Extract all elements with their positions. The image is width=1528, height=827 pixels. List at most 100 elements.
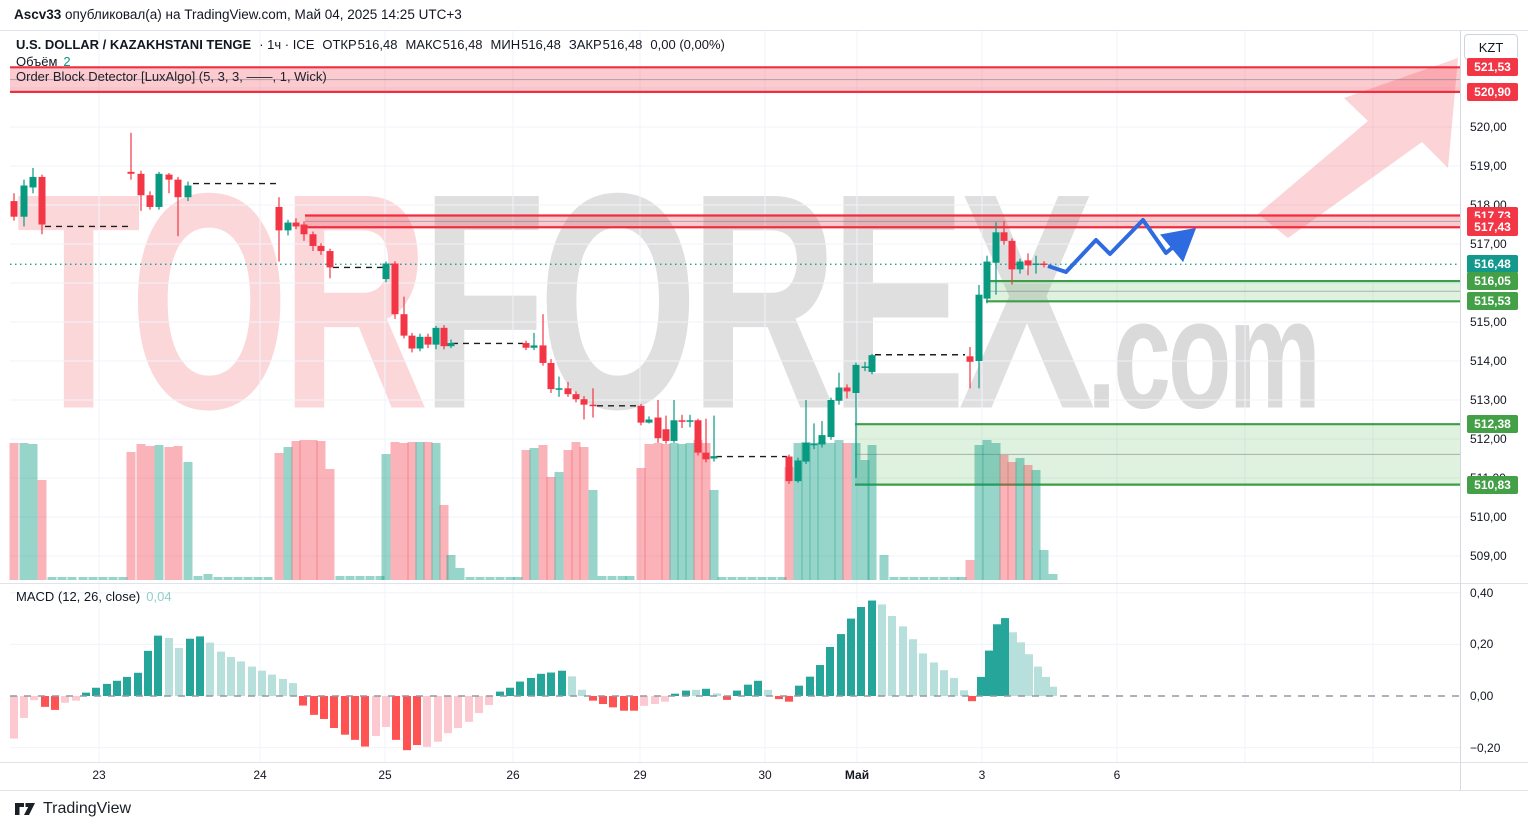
candle-body[interactable]: [975, 294, 983, 361]
candle-body[interactable]: [810, 443, 818, 446]
candle-body[interactable]: [662, 429, 670, 441]
candle-body[interactable]: [408, 335, 416, 349]
macd-histogram-bar: [764, 689, 772, 696]
candle-body[interactable]: [694, 420, 702, 453]
candle-body[interactable]: [424, 336, 432, 345]
candle-body[interactable]: [827, 400, 835, 438]
candle-body[interactable]: [174, 179, 182, 198]
symbol-legend[interactable]: U.S. DOLLAR / KAZAKHSTANI TENGE · 1ч · I…: [16, 37, 725, 52]
candle-body[interactable]: [654, 417, 662, 439]
candle-body[interactable]: [702, 452, 710, 460]
ohlc-field: ОТКР516,48: [322, 37, 398, 52]
candle-body[interactable]: [852, 364, 860, 393]
volume-bar: [274, 453, 284, 580]
candle-body[interactable]: [440, 327, 448, 347]
candle-body[interactable]: [868, 355, 876, 372]
candle-body[interactable]: [564, 388, 572, 395]
candle-body[interactable]: [447, 343, 455, 347]
volume-bar: [390, 442, 400, 580]
candle-body[interactable]: [317, 245, 325, 252]
candle-body[interactable]: [983, 261, 991, 299]
price-level-badge: 520,90: [1467, 82, 1518, 101]
currency-button[interactable]: KZT: [1464, 34, 1518, 60]
candle-body[interactable]: [284, 222, 292, 231]
tradingview-logo[interactable]: TradingView: [14, 800, 131, 818]
candle-body[interactable]: [326, 251, 334, 268]
candle-body[interactable]: [1040, 263, 1048, 266]
symbol-meta: · 1ч · ICE: [259, 37, 315, 52]
candle-body[interactable]: [580, 399, 588, 405]
candle-body[interactable]: [10, 201, 18, 217]
candle-body[interactable]: [802, 442, 810, 462]
candle-body[interactable]: [637, 405, 645, 423]
orderblock-indicator-legend[interactable]: Order Block Detector [LuxAlgo] (5, 3, 3,…: [16, 69, 327, 84]
macd-histogram-bar: [1001, 618, 1009, 696]
candle-body[interactable]: [530, 345, 538, 348]
macd-histogram-bar: [682, 690, 690, 696]
candle-body[interactable]: [1032, 263, 1040, 266]
candle-body[interactable]: [966, 356, 974, 362]
volume-bar: [164, 447, 174, 580]
candle-body[interactable]: [555, 388, 563, 390]
candle-body[interactable]: [20, 185, 28, 217]
volume-bar: [709, 490, 719, 580]
projection-arrow-drawing[interactable]: [1047, 218, 1197, 274]
candle-body[interactable]: [992, 232, 1000, 263]
candle-body[interactable]: [678, 420, 686, 422]
candle-body[interactable]: [1000, 232, 1008, 241]
candle-body[interactable]: [1016, 261, 1024, 270]
candle-body[interactable]: [165, 174, 173, 180]
candle-body[interactable]: [275, 206, 283, 231]
volume-bar: [777, 577, 787, 580]
candle-body[interactable]: [843, 387, 851, 392]
time-tick-label: 24: [253, 768, 267, 782]
candle-body[interactable]: [292, 222, 300, 227]
candle-body[interactable]: [1008, 240, 1016, 270]
candle-body[interactable]: [382, 263, 390, 280]
candle-body[interactable]: [309, 234, 317, 246]
candle-body[interactable]: [861, 366, 869, 368]
candle-body[interactable]: [785, 456, 793, 482]
candle-body[interactable]: [835, 387, 843, 401]
pane-divider[interactable]: [0, 583, 1528, 584]
candle-body[interactable]: [391, 263, 399, 315]
candle-body[interactable]: [547, 362, 555, 390]
candle-body[interactable]: [137, 173, 145, 196]
candle-body[interactable]: [416, 336, 424, 349]
candle-body[interactable]: [146, 195, 154, 207]
candle-body[interactable]: [29, 176, 37, 188]
price-level-badge: 521,53: [1467, 58, 1518, 77]
candle-body[interactable]: [710, 456, 718, 459]
symbol-title[interactable]: U.S. DOLLAR / KAZAKHSTANI TENGE: [16, 37, 252, 52]
candle-body[interactable]: [127, 171, 135, 174]
candle-body[interactable]: [184, 185, 192, 198]
macd-histogram-bar: [103, 683, 111, 696]
candle-body[interactable]: [522, 343, 530, 348]
candle-body[interactable]: [572, 394, 580, 400]
candle-body[interactable]: [38, 176, 46, 225]
price-scale-divider[interactable]: [1460, 31, 1461, 790]
volume-bar: [717, 577, 727, 580]
candle-body[interactable]: [645, 419, 653, 423]
candle-body[interactable]: [818, 435, 826, 445]
candle-body[interactable]: [155, 173, 163, 207]
macd-histogram-bar: [826, 646, 834, 696]
volume-bar: [957, 577, 967, 580]
volume-bar: [399, 443, 409, 580]
candle-body[interactable]: [539, 345, 547, 363]
volume-legend[interactable]: Объём 2: [16, 54, 71, 69]
candle-body[interactable]: [794, 460, 802, 482]
candle-body[interactable]: [300, 224, 308, 235]
candle-body[interactable]: [400, 314, 408, 336]
volume-bar: [505, 577, 515, 580]
candle-body[interactable]: [432, 327, 440, 345]
candle-body[interactable]: [1024, 260, 1032, 266]
volume-bar: [529, 448, 539, 580]
candle-body[interactable]: [589, 404, 597, 407]
macd-legend[interactable]: MACD (12, 26, close) 0,04: [16, 589, 172, 604]
macd-histogram-bar: [744, 684, 752, 696]
candle-body[interactable]: [670, 420, 678, 441]
candle-body[interactable]: [686, 420, 694, 422]
macd-histogram-bar: [795, 685, 803, 696]
